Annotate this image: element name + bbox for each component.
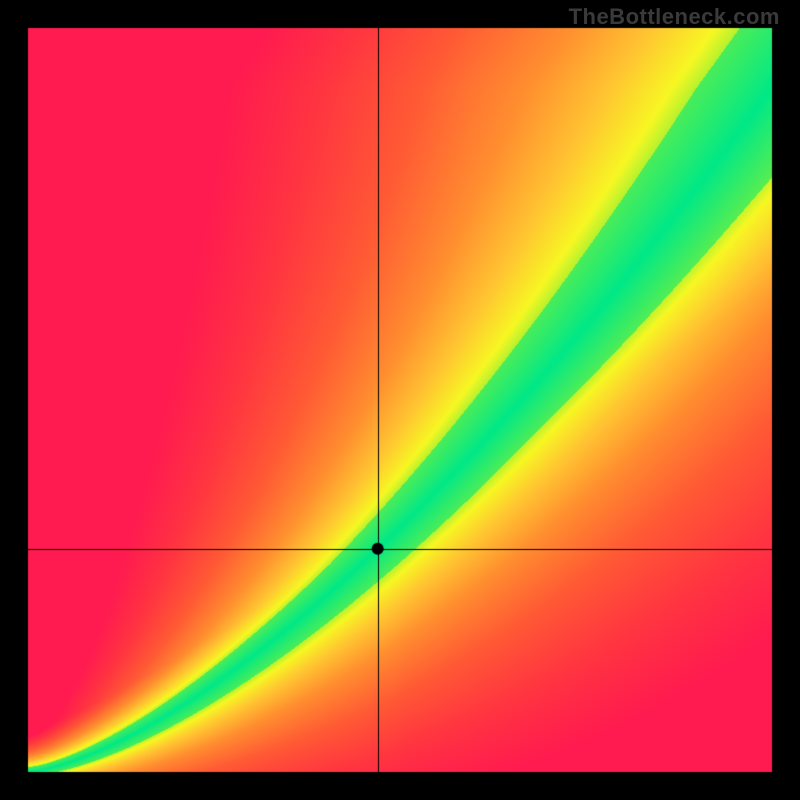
chart-container: TheBottleneck.com <box>0 0 800 800</box>
bottleneck-heatmap <box>0 0 800 800</box>
watermark-text: TheBottleneck.com <box>569 4 780 30</box>
